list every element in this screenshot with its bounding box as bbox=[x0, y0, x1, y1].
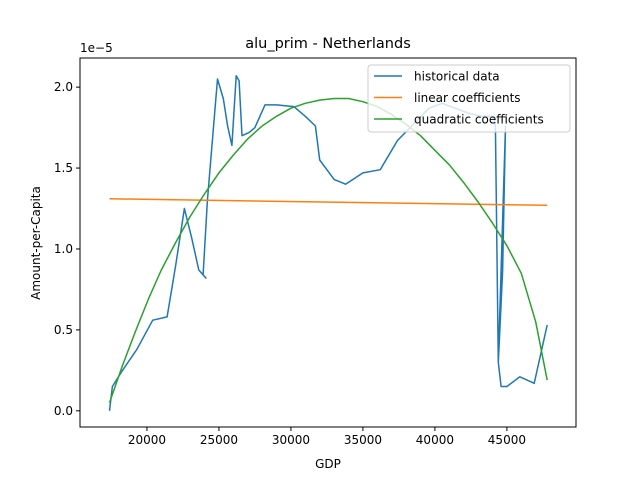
y-axis-label: Amount-per-Capita bbox=[29, 186, 43, 300]
x-tick-label: 20000 bbox=[128, 433, 166, 447]
legend: historical data linear coefficients quadra… bbox=[367, 64, 571, 133]
plot-lines bbox=[108, 75, 548, 411]
x-tick-label: 25000 bbox=[200, 433, 238, 447]
legend-label: historical data bbox=[414, 70, 500, 84]
y-tick-label: 2.0 bbox=[54, 80, 73, 94]
x-axis-label: GDP bbox=[315, 457, 341, 471]
x-tick-label: 45000 bbox=[488, 433, 526, 447]
legend-label: quadratic coefficients bbox=[414, 113, 544, 127]
series-line-historical-data bbox=[108, 75, 548, 411]
legend-label: linear coefficients bbox=[414, 91, 521, 105]
y-tick-label: 0.5 bbox=[54, 323, 73, 337]
y-offset-label: 1e−5 bbox=[80, 41, 113, 55]
x-tick-label: 35000 bbox=[344, 433, 382, 447]
y-tick-label: 1.0 bbox=[54, 242, 73, 256]
x-tick-label: 40000 bbox=[416, 433, 454, 447]
y-tick-label: 1.5 bbox=[54, 161, 73, 175]
series-line-linear-coefficients bbox=[109, 198, 548, 207]
series-line-quadratic-coefficients bbox=[108, 97, 548, 403]
axis-ticks: 20000 25000 30000 35000 40000 45000 0.0 0.5 1.0 1… bbox=[54, 80, 526, 447]
legend-box bbox=[367, 64, 571, 133]
plot-frame bbox=[79, 57, 577, 428]
chart-title: alu_prim - Netherlands bbox=[245, 36, 411, 52]
x-tick-label: 30000 bbox=[272, 433, 310, 447]
y-tick-label: 0.0 bbox=[54, 404, 73, 418]
